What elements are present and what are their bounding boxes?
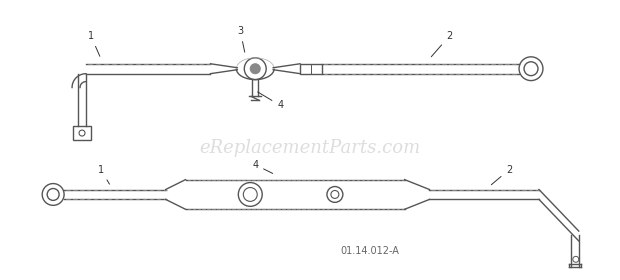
Text: 4: 4	[258, 92, 283, 110]
Text: 4: 4	[252, 160, 273, 173]
Text: 3: 3	[237, 26, 245, 52]
Text: eReplacementParts.com: eReplacementParts.com	[200, 139, 420, 157]
Circle shape	[250, 64, 260, 74]
Text: 1: 1	[88, 31, 100, 56]
Text: 2: 2	[491, 165, 512, 185]
Text: 2: 2	[432, 31, 453, 57]
Text: 1: 1	[98, 165, 110, 184]
Text: 01.14.012-A: 01.14.012-A	[340, 246, 399, 256]
